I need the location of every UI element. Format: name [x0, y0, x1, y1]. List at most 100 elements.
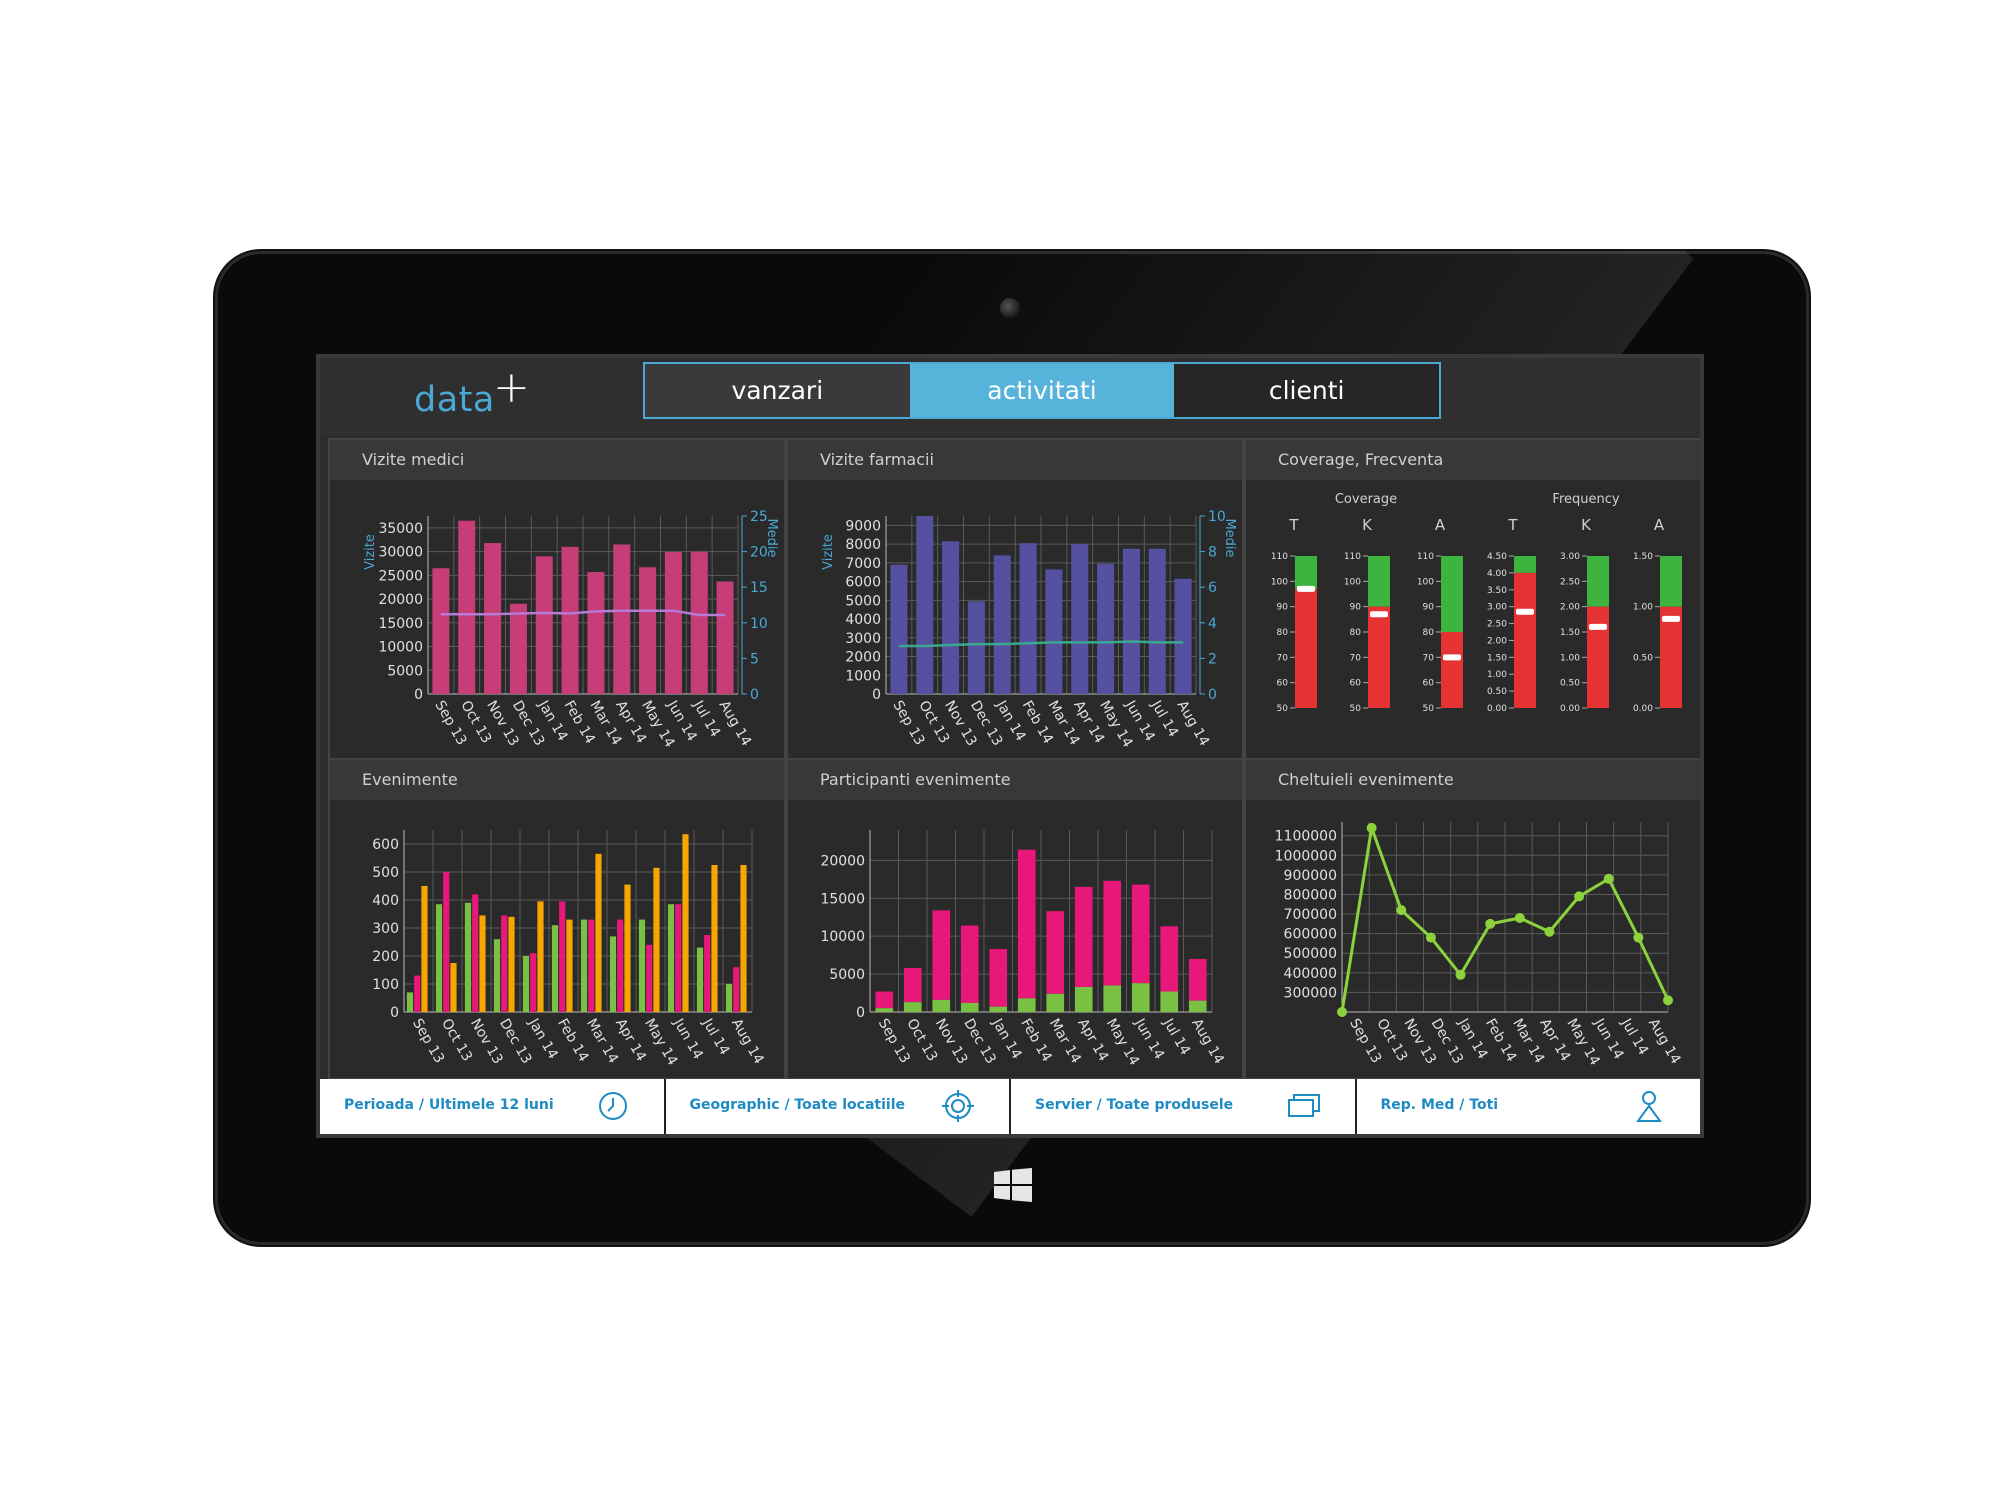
bar — [458, 520, 476, 694]
y-tick-label: 0 — [414, 687, 423, 703]
bar — [733, 967, 740, 1012]
bar — [509, 603, 527, 694]
y-tick-label: 5000 — [829, 967, 865, 983]
y-tick-label: 8000 — [845, 537, 881, 553]
gauge-tick-label: 100 — [1344, 577, 1361, 587]
y-tick-label: 25000 — [378, 568, 423, 584]
y-axis-label: Vizite — [363, 534, 378, 570]
y2-tick-label: 0 — [1208, 687, 1217, 703]
tab-clienti[interactable]: clienti — [1174, 364, 1440, 417]
clock-icon[interactable] — [596, 1089, 630, 1123]
layers-icon[interactable] — [1287, 1089, 1321, 1123]
gauge-tick-label: 1.00 — [1487, 670, 1507, 680]
main-tabs: vanzari activitati clienti — [643, 362, 1441, 419]
x-tick-label: Aug 14 — [716, 698, 755, 749]
bar — [537, 901, 544, 1012]
bar — [406, 992, 414, 1012]
filter-label: Perioada / Ultimele 12 luni — [344, 1097, 554, 1113]
panel-evenimente: Evenimente 0 100 200 300 400 500 600 Sep 13 Oct … — [328, 758, 786, 1080]
y-tick-label: 35000 — [378, 521, 423, 537]
data-point — [1337, 1007, 1347, 1017]
bar — [696, 947, 704, 1012]
y-tick-label: 4000 — [845, 612, 881, 628]
bar — [704, 935, 711, 1012]
gauge-tick-label: 2.50 — [1487, 620, 1507, 630]
series-line — [898, 640, 1184, 648]
bar-segment — [903, 968, 922, 1003]
bar-segment — [989, 949, 1008, 1007]
series-line — [1340, 827, 1670, 1013]
bar — [566, 919, 573, 1012]
tab-activitati[interactable]: activitati — [909, 364, 1175, 417]
data-point — [1603, 873, 1614, 884]
filter-rep-med[interactable]: Rep. Med / Toti — [1357, 1079, 1701, 1134]
bar — [588, 919, 595, 1012]
y-tick-label: 800000 — [1284, 887, 1337, 903]
bar-segment — [1017, 998, 1036, 1012]
gauge-tick-label: 4.00 — [1487, 569, 1507, 579]
gauge-actual-segment — [1368, 606, 1390, 708]
bar — [740, 865, 747, 1012]
data-point — [1455, 969, 1466, 980]
panel-title: Vizite medici — [330, 440, 784, 480]
chart-cheltuieli-evenimente: 300000 400000 500000 600000 700000 800000 9000… — [1275, 822, 1684, 1068]
bar — [675, 904, 682, 1012]
bar-segment — [1074, 986, 1093, 1012]
camera-icon — [1000, 298, 1020, 318]
y-tick-label: 600000 — [1284, 927, 1337, 943]
bar-segment — [960, 925, 979, 1003]
bar — [725, 984, 733, 1012]
gauge-tick-label: 1.50 — [1633, 552, 1653, 562]
target-icon[interactable] — [941, 1089, 975, 1123]
person-icon[interactable] — [1632, 1089, 1666, 1123]
bar — [501, 915, 508, 1012]
filter-geographic[interactable]: Geographic / Toate locatiile — [666, 1079, 1011, 1134]
gauge-tick-label: 70 — [1277, 653, 1289, 663]
y-tick-label: 500000 — [1284, 946, 1337, 962]
bar-segment — [1188, 958, 1207, 1001]
gauge-tick-label: 2.50 — [1560, 577, 1580, 587]
bar-segment — [1160, 926, 1179, 992]
filter-bar: Perioada / Ultimele 12 luni Geographic /… — [320, 1079, 1700, 1134]
windows-logo-icon[interactable] — [994, 1168, 1032, 1202]
y-tick-label: 700000 — [1284, 907, 1337, 923]
gauge-tick-label: 80 — [1350, 628, 1362, 638]
gauge-target-segment — [1514, 556, 1536, 573]
bar — [1174, 578, 1192, 694]
group-label: Frequency — [1552, 492, 1619, 507]
panel-title: Evenimente — [330, 760, 784, 800]
tab-vanzari[interactable]: vanzari — [645, 364, 910, 417]
filter-label: Geographic / Toate locatiile — [689, 1097, 906, 1113]
bar — [667, 904, 675, 1012]
data-point — [1366, 822, 1377, 833]
bar-segment — [1103, 880, 1122, 986]
y-tick-label: 3000 — [845, 631, 881, 647]
y-tick-label: 200 — [372, 949, 399, 965]
gauge-tick-label: 50 — [1350, 704, 1362, 714]
gauge-tick-label: 50 — [1277, 704, 1289, 714]
data-point — [1544, 926, 1555, 937]
y-tick-label: 15000 — [820, 891, 865, 907]
bar-segment — [989, 1006, 1008, 1012]
bar-segment — [1160, 991, 1179, 1012]
gauge-tick-label: 110 — [1417, 552, 1434, 562]
bar — [479, 915, 486, 1012]
data-point — [1425, 932, 1436, 943]
gauge-tick-label: 70 — [1350, 653, 1362, 663]
gauge-target-segment — [1587, 556, 1609, 607]
y2-tick-label: 2 — [1208, 651, 1217, 667]
filter-produse[interactable]: Servier / Toate produsele — [1011, 1079, 1357, 1134]
y2-tick-label: 8 — [1208, 545, 1217, 561]
filter-perioada[interactable]: Perioada / Ultimele 12 luni — [320, 1079, 666, 1134]
gauge-tick-label: 60 — [1423, 679, 1435, 689]
y-tick-label: 30000 — [378, 545, 423, 561]
data-point — [1574, 891, 1585, 902]
bar — [711, 865, 718, 1012]
bar — [530, 953, 537, 1012]
bar — [639, 567, 657, 694]
panel-vizite-farmacii: Vizite farmacii 0 1000 2000 3000 4000 5000 600… — [786, 438, 1244, 760]
y-tick-label: 2000 — [845, 650, 881, 666]
bar — [450, 963, 457, 1012]
